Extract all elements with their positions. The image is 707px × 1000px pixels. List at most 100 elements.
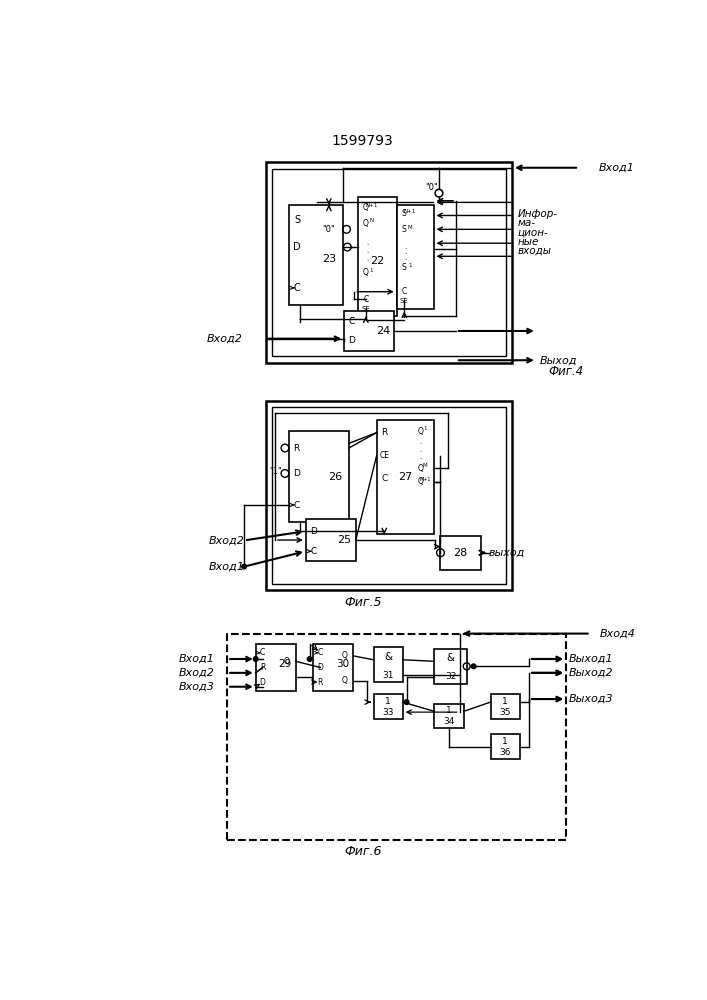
- Text: C: C: [260, 648, 265, 657]
- Text: 23: 23: [322, 254, 336, 264]
- Text: .: .: [419, 454, 421, 460]
- Text: 29: 29: [279, 659, 291, 669]
- Text: N: N: [369, 218, 373, 223]
- Bar: [397, 205, 433, 309]
- Bar: [344, 311, 395, 351]
- Text: C: C: [363, 295, 368, 304]
- Text: S: S: [294, 215, 300, 225]
- Text: .: .: [404, 255, 407, 261]
- Bar: [313, 644, 354, 691]
- Text: Фиг.4: Фиг.4: [549, 365, 583, 378]
- Text: R̄: R̄: [293, 444, 300, 453]
- Text: Вход3: Вход3: [179, 682, 215, 692]
- Text: 26: 26: [328, 472, 342, 482]
- Text: &: &: [384, 652, 392, 662]
- Bar: [373, 647, 403, 682]
- Text: Вход4: Вход4: [600, 629, 636, 639]
- Text: 1: 1: [385, 697, 391, 706]
- Text: Q: Q: [284, 657, 289, 666]
- Text: C: C: [381, 474, 387, 483]
- Text: 1: 1: [502, 697, 508, 706]
- Text: 33: 33: [382, 708, 394, 717]
- Text: R: R: [317, 678, 323, 687]
- Text: Выход2: Выход2: [569, 668, 614, 678]
- Text: D: D: [349, 336, 356, 345]
- Text: D: D: [317, 663, 323, 672]
- Text: Выход: Выход: [540, 355, 578, 365]
- Text: 28: 28: [453, 548, 467, 558]
- Text: "1": "1": [269, 467, 282, 476]
- Text: 27: 27: [398, 472, 413, 482]
- Bar: [434, 649, 467, 684]
- Text: R: R: [260, 663, 265, 672]
- Text: D: D: [310, 527, 317, 536]
- Bar: [434, 704, 464, 728]
- Bar: [272, 169, 506, 356]
- Text: Выход1: Выход1: [569, 654, 614, 664]
- Text: SE: SE: [361, 306, 370, 312]
- Text: S: S: [402, 225, 407, 234]
- Text: .: .: [404, 244, 407, 250]
- Text: Вход2: Вход2: [209, 535, 244, 545]
- Bar: [491, 734, 520, 759]
- Text: "0": "0": [425, 183, 438, 192]
- Text: 1: 1: [408, 263, 411, 268]
- Text: ма-: ма-: [518, 218, 535, 228]
- Text: D: D: [293, 242, 301, 252]
- Text: 34: 34: [443, 717, 455, 726]
- Text: Q: Q: [418, 464, 423, 473]
- Text: M+1: M+1: [419, 477, 431, 482]
- Text: 25: 25: [337, 535, 351, 545]
- Bar: [256, 644, 296, 691]
- Bar: [288, 431, 349, 522]
- Text: Вход1: Вход1: [179, 654, 215, 664]
- Text: Q: Q: [418, 427, 423, 436]
- Text: Q̄: Q̄: [341, 676, 347, 685]
- Text: ные: ные: [518, 237, 539, 247]
- Text: D: D: [259, 678, 266, 687]
- Text: C: C: [294, 283, 300, 293]
- Text: .: .: [366, 256, 368, 262]
- Bar: [358, 197, 397, 316]
- Bar: [373, 694, 403, 719]
- Text: C: C: [402, 287, 407, 296]
- Text: SE: SE: [400, 298, 409, 304]
- Text: Фиг.6: Фиг.6: [344, 845, 382, 858]
- Text: 1: 1: [502, 737, 508, 746]
- Bar: [266, 162, 512, 363]
- Text: 32: 32: [445, 672, 456, 681]
- Text: M: M: [423, 463, 428, 468]
- Text: цион-: цион-: [518, 227, 548, 237]
- Text: .: .: [404, 249, 407, 255]
- Text: Вход2: Вход2: [179, 668, 215, 678]
- Text: Фиг.5: Фиг.5: [344, 596, 382, 609]
- Bar: [272, 407, 506, 584]
- Text: C: C: [310, 547, 317, 556]
- Text: 22: 22: [370, 256, 385, 266]
- Text: Инфор-: Инфор-: [518, 209, 558, 219]
- Circle shape: [308, 657, 312, 661]
- Text: D: D: [293, 469, 300, 478]
- Text: C: C: [317, 648, 323, 657]
- Text: Вход1: Вход1: [598, 163, 634, 173]
- Text: .: .: [366, 240, 368, 246]
- Text: R: R: [381, 428, 387, 437]
- Bar: [377, 420, 434, 534]
- Text: N+1: N+1: [404, 209, 416, 214]
- Text: 1599793: 1599793: [332, 134, 394, 148]
- Text: C: C: [293, 500, 300, 510]
- Text: Q: Q: [363, 219, 369, 228]
- Text: .: .: [419, 447, 421, 453]
- Bar: [491, 694, 520, 719]
- Text: Q: Q: [363, 268, 369, 277]
- Text: выход: выход: [489, 548, 525, 558]
- Text: .: .: [419, 439, 421, 445]
- Text: 1: 1: [423, 426, 427, 431]
- Text: Выход3: Выход3: [569, 694, 614, 704]
- Bar: [227, 634, 566, 840]
- Text: Вход2: Вход2: [206, 334, 243, 344]
- Text: CE: CE: [379, 451, 390, 460]
- Text: C̄: C̄: [349, 317, 355, 326]
- Text: M: M: [407, 225, 412, 230]
- Circle shape: [472, 664, 476, 669]
